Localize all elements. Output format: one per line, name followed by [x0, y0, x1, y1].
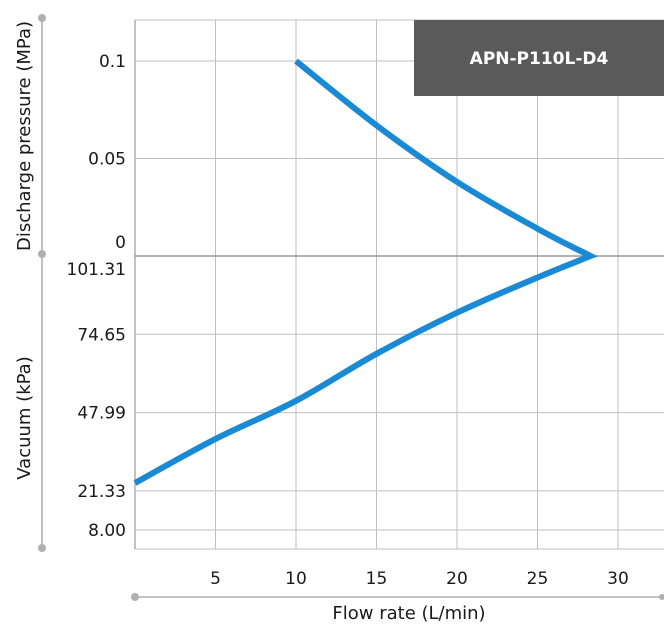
x-tick-label: 20 — [446, 569, 468, 589]
x-axis-dot-left — [131, 593, 139, 601]
series-layer — [133, 58, 598, 486]
pressure-axis-dot-bottom — [38, 250, 46, 258]
x-tick-label: 25 — [527, 569, 549, 589]
model-badge: APN-P110L-D4 — [414, 20, 664, 96]
performance-curve — [133, 58, 598, 486]
pressure-tick-label: 0 — [115, 233, 126, 253]
vacuum-axis-dot-bottom — [38, 544, 46, 552]
model-badge-background — [414, 20, 664, 96]
vacuum-tick-label: 74.65 — [77, 325, 126, 345]
x-tick-label: 5 — [210, 569, 221, 589]
discharge-pressure-axis-title: Discharge pressure (MPa) — [14, 21, 35, 251]
x-tick-label: 30 — [607, 569, 629, 589]
axis-layer: 5 10 15 20 25 30 0.1 0.05 0 101.31 74.65 47.99 21.33… — [38, 14, 664, 601]
pressure-axis-dot-top — [38, 14, 46, 22]
model-badge-label: APN-P110L-D4 — [470, 49, 609, 69]
x-axis-title: Flow rate (L/min) — [332, 603, 485, 624]
pressure-tick-label: 0.1 — [99, 52, 126, 72]
grid-layer — [134, 19, 664, 550]
axis-titles: Flow rate (L/min) Discharge pressure (MP… — [14, 21, 486, 624]
vacuum-tick-label: 8.00 — [88, 521, 126, 541]
x-axis-dot-right — [659, 594, 664, 600]
vacuum-tick-label: 101.31 — [67, 260, 126, 280]
vacuum-tick-label: 47.99 — [77, 404, 126, 424]
x-tick-label: 15 — [366, 569, 388, 589]
vacuum-tick-label: 21.33 — [77, 482, 126, 502]
vacuum-axis-title: Vacuum (kPa) — [14, 356, 35, 479]
pressure-tick-label: 0.05 — [88, 150, 126, 170]
x-tick-label: 10 — [285, 569, 307, 589]
